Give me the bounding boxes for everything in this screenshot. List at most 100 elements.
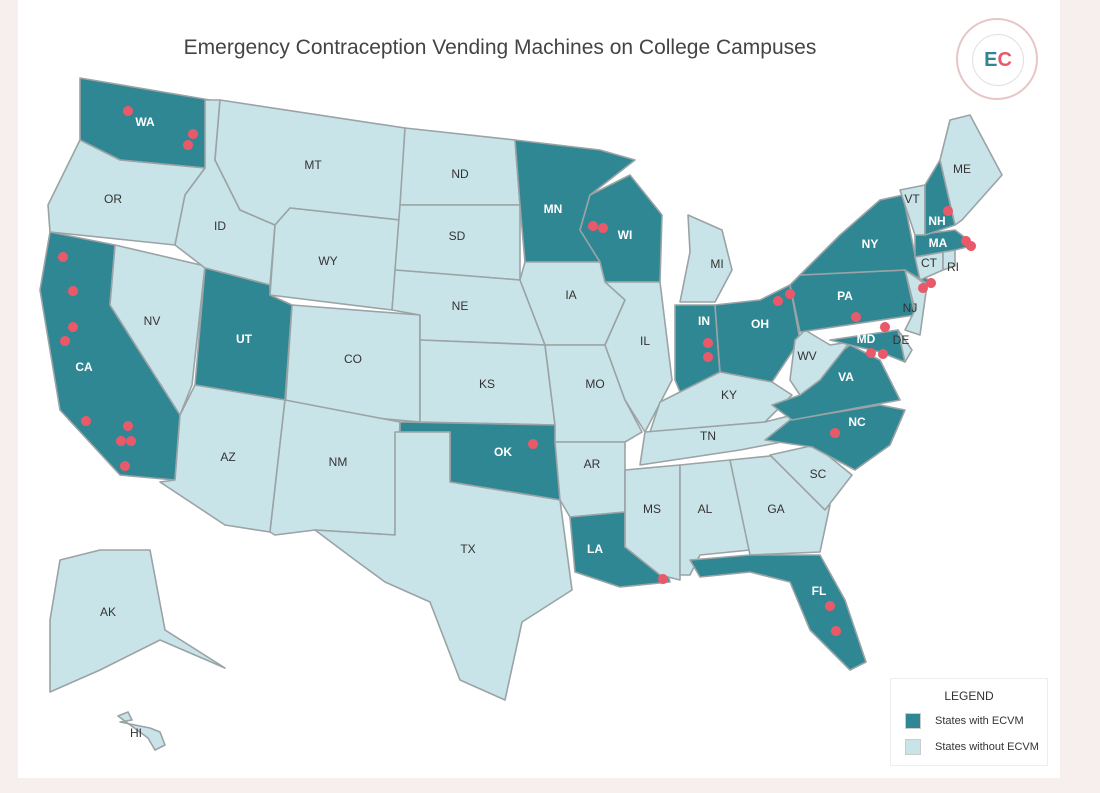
state-label-ky: KY [721, 388, 737, 402]
state-nv[interactable] [109, 244, 206, 416]
state-label-al: AL [698, 502, 713, 516]
ecvm-location-pin-icon[interactable] [74, 416, 91, 427]
ecvm-location-pin-icon[interactable] [823, 428, 840, 439]
state-label-nm: NM [329, 455, 348, 469]
state-label-ms: MS [643, 502, 661, 516]
ecvm-location-pin-icon[interactable] [581, 221, 598, 232]
legend-label-with: States with ECVM [935, 715, 1024, 727]
ecvm-location-pin-icon[interactable] [521, 439, 538, 450]
ecvm-location-pin-icon[interactable] [778, 289, 795, 300]
ecvm-location-pin-icon[interactable] [824, 626, 841, 637]
state-label-ct: CT [921, 256, 938, 270]
ecvm-location-pin-icon[interactable] [109, 436, 126, 447]
ecvm-location-pin-icon[interactable] [61, 286, 78, 297]
state-ma[interactable] [914, 229, 976, 258]
ecvm-location-pin-icon[interactable] [766, 296, 783, 307]
legend-label-without: States without ECVM [935, 741, 1039, 753]
state-label-ga: GA [767, 502, 784, 516]
ecvm-location-pin-icon[interactable] [113, 461, 130, 472]
state-label-mo: MO [585, 377, 604, 391]
state-mi[interactable] [679, 214, 733, 303]
ecvm-location-pin-icon[interactable] [959, 241, 976, 252]
ecvm-location-pin-icon[interactable] [818, 601, 835, 612]
state-de[interactable] [897, 329, 913, 363]
ecvm-location-pin-icon[interactable] [176, 140, 193, 151]
state-wy[interactable] [269, 207, 401, 311]
ecvm-location-pin-icon[interactable] [651, 574, 668, 585]
state-oh[interactable] [714, 284, 801, 383]
state-label-il: IL [640, 334, 650, 348]
ecvm-location-pin-icon[interactable] [181, 129, 198, 140]
state-fl[interactable] [689, 554, 867, 671]
state-label-sc: SC [810, 467, 827, 481]
state-label-az: AZ [220, 450, 235, 464]
ecvm-location-pin-icon[interactable] [911, 283, 928, 294]
state-label-oh: OH [751, 317, 769, 331]
state-label-pa: PA [837, 289, 853, 303]
state-label-in: IN [698, 314, 710, 328]
state-label-mi: MI [710, 257, 723, 271]
ecvm-location-pin-icon[interactable] [51, 252, 68, 263]
state-tx[interactable] [314, 431, 573, 701]
state-label-ut: UT [236, 332, 253, 346]
legend: LEGEND States with ECVM States without E… [890, 678, 1048, 766]
state-label-vt: VT [904, 192, 920, 206]
state-label-nc: NC [848, 415, 866, 429]
state-label-va: VA [838, 370, 854, 384]
state-label-ok: OK [494, 445, 512, 459]
ecvm-location-pin-icon[interactable] [696, 352, 713, 363]
state-label-wv: WV [797, 349, 816, 363]
ecvm-location-pin-icon[interactable] [116, 106, 133, 117]
state-label-md: MD [857, 332, 876, 346]
legend-swatch-with [905, 713, 921, 729]
ecvm-location-pin-icon[interactable] [859, 348, 876, 359]
state-label-mt: MT [304, 158, 322, 172]
state-label-wy: WY [318, 254, 337, 268]
ecvm-location-pin-icon[interactable] [844, 312, 861, 323]
state-il[interactable] [604, 281, 673, 433]
state-label-wa: WA [135, 115, 155, 129]
ecvm-location-pin-icon[interactable] [53, 336, 70, 347]
state-label-ny: NY [862, 237, 879, 251]
state-label-or: OR [104, 192, 122, 206]
map-title: Emergency Contraception Vending Machines… [183, 36, 817, 59]
ecvm-location-pin-icon[interactable] [119, 436, 136, 447]
state-label-tn: TN [700, 429, 716, 443]
ecvm-location-pin-icon[interactable] [696, 338, 713, 349]
state-label-hi: HI [130, 726, 142, 740]
state-label-id: ID [214, 219, 226, 233]
state-hi[interactable] [117, 711, 166, 751]
ecvm-location-pin-icon[interactable] [116, 421, 133, 432]
state-sc[interactable] [769, 444, 853, 511]
state-label-mn: MN [544, 202, 563, 216]
state-ms[interactable] [624, 464, 681, 581]
state-label-de: DE [893, 333, 910, 347]
state-ar[interactable] [554, 441, 626, 518]
ecvm-location-pin-icon[interactable] [873, 322, 890, 333]
ecvm-location-pin-icon[interactable] [919, 278, 936, 289]
state-label-nv: NV [144, 314, 161, 328]
state-label-ne: NE [452, 299, 469, 313]
state-me[interactable] [939, 114, 1003, 226]
state-label-la: LA [587, 542, 603, 556]
ecvm-location-pin-icon[interactable] [936, 206, 953, 217]
state-ak[interactable] [49, 549, 226, 693]
state-label-nj: NJ [903, 301, 918, 315]
ecvm-location-pin-icon[interactable] [871, 349, 888, 360]
state-label-sd: SD [449, 229, 466, 243]
state-label-tx: TX [460, 542, 475, 556]
state-label-ma: MA [929, 236, 948, 250]
state-label-ca: CA [75, 360, 93, 374]
legend-swatch-without [905, 739, 921, 755]
state-label-ak: AK [100, 605, 116, 619]
ecvm-location-pin-icon[interactable] [591, 223, 608, 234]
state-label-ks: KS [479, 377, 495, 391]
state-label-ri: RI [947, 260, 959, 274]
state-label-nh: NH [928, 214, 945, 228]
ecvm-location-pin-icon[interactable] [61, 322, 78, 333]
state-label-co: CO [344, 352, 362, 366]
state-wv[interactable] [789, 329, 851, 396]
